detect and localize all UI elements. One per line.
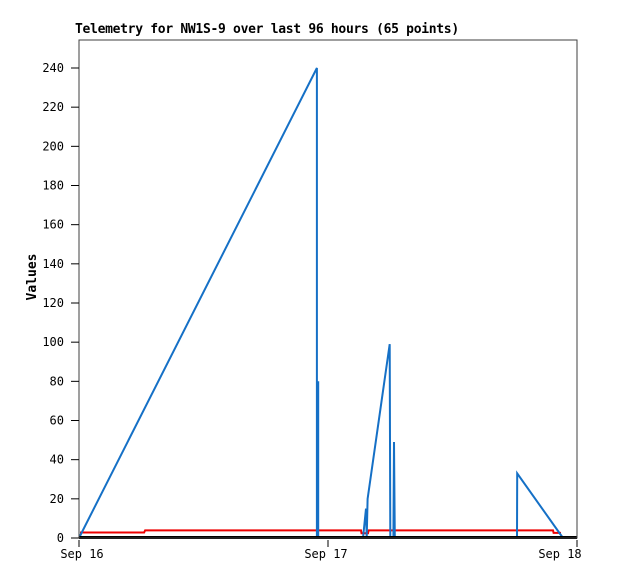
y-tick-label: 100 bbox=[42, 335, 64, 349]
y-tick-label: 120 bbox=[42, 296, 64, 310]
telemetry-channel-red-line bbox=[80, 529, 561, 535]
y-tick-label: 180 bbox=[42, 179, 64, 193]
y-tick-label: 200 bbox=[42, 139, 64, 153]
plot-area: 0 20 40 60 80 100 120 140 160 180 200 220 240 Sep 16 S… bbox=[42, 39, 582, 561]
y-tick-label: 0 bbox=[57, 531, 64, 545]
x-tick-label: Sep 17 bbox=[304, 547, 347, 561]
y-tick-label: 60 bbox=[50, 414, 64, 428]
y-tick-label: 20 bbox=[50, 492, 64, 506]
y-tick-label: 140 bbox=[42, 257, 64, 271]
chart-title: Telemetry for NW1S-9 over last 96 hours … bbox=[75, 22, 459, 37]
y-tick-label: 40 bbox=[50, 453, 64, 467]
y-tick-label: 220 bbox=[42, 100, 64, 114]
plot-border bbox=[78, 39, 578, 539]
y-tick-label: 240 bbox=[42, 61, 64, 75]
telemetry-channel-blue-line bbox=[79, 67, 564, 539]
x-tick-label: Sep 18 bbox=[538, 547, 581, 561]
x-tick-label: Sep 16 bbox=[60, 547, 103, 561]
y-axis-label: Values bbox=[25, 254, 40, 301]
y-tick-label: 80 bbox=[50, 374, 64, 388]
y-tick-label: 160 bbox=[42, 218, 64, 232]
